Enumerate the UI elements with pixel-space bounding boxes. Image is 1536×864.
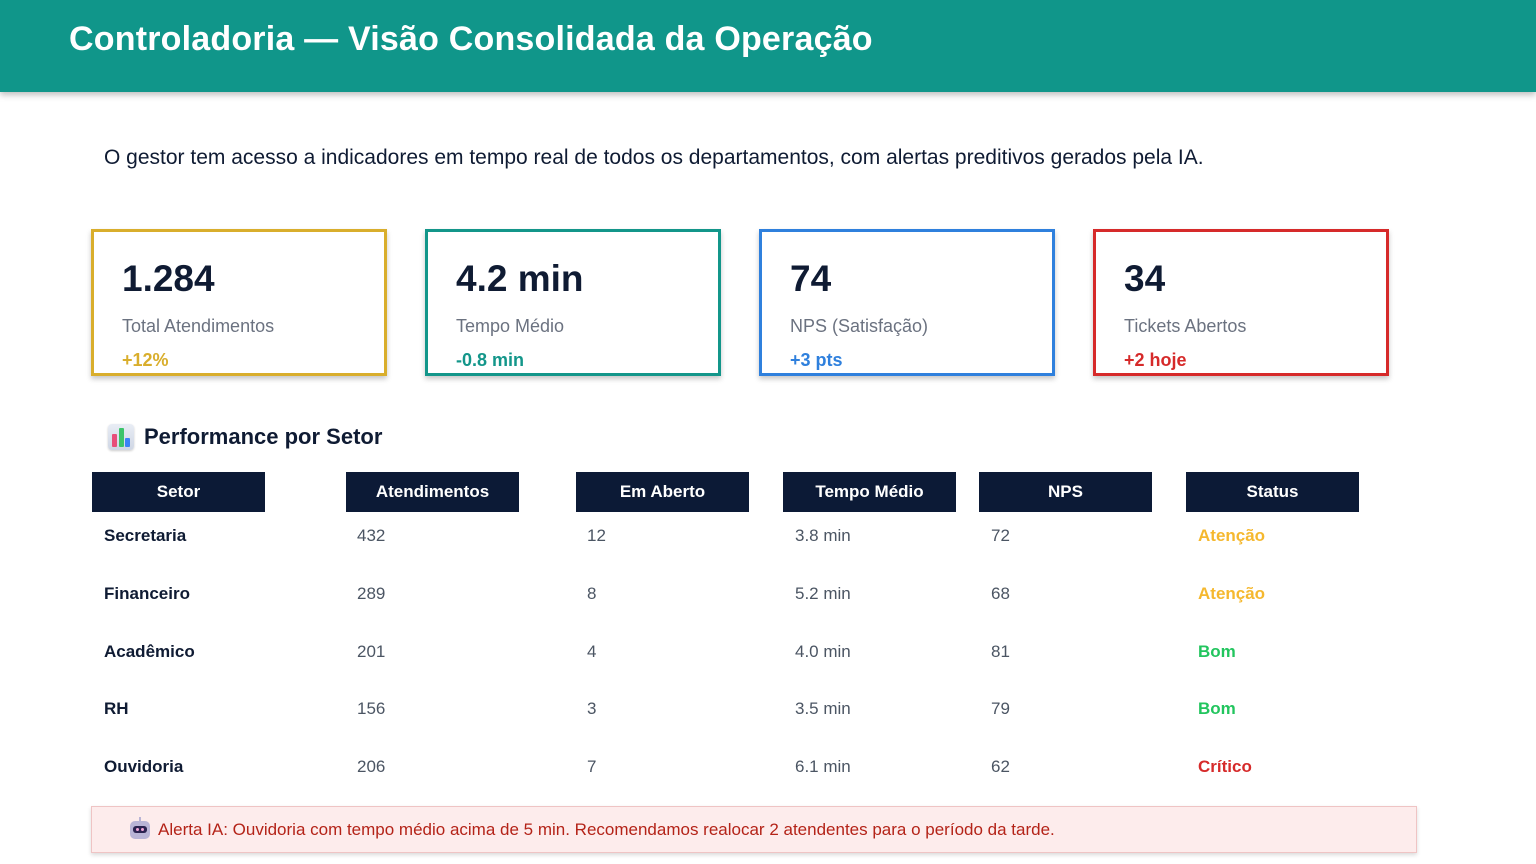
cell-tempo-medio: 3.5 min	[795, 699, 851, 718]
kpi-delta: +2 hoje	[1124, 350, 1187, 370]
cell-tempo-medio: 3.8 min	[795, 526, 851, 545]
kpi-card-total-atendimentos[interactable]: 1.284 Total Atendimentos +12%	[91, 229, 387, 376]
cell-nps: 68	[991, 584, 1010, 603]
cell-setor: RH	[104, 699, 129, 718]
cell-nps: 62	[991, 757, 1010, 776]
page-subtitle: O gestor tem acesso a indicadores em tem…	[104, 146, 1204, 169]
cell-tempo-medio: 5.2 min	[795, 584, 851, 603]
cell-tempo-medio: 4.0 min	[795, 642, 851, 661]
column-header-tempo-medio[interactable]: Tempo Médio	[783, 472, 956, 512]
cell-setor: Acadêmico	[104, 642, 195, 661]
cell-atendimentos: 156	[357, 699, 386, 718]
cell-setor: Financeiro	[104, 584, 190, 603]
kpi-card-tickets-abertos[interactable]: 34 Tickets Abertos +2 hoje	[1093, 229, 1389, 376]
cell-nps: 79	[991, 699, 1010, 718]
column-header-nps[interactable]: NPS	[979, 472, 1152, 512]
ai-alert-banner[interactable]: Alerta IA: Ouvidoria com tempo médio aci…	[91, 806, 1417, 853]
kpi-value: 1.284	[122, 258, 215, 299]
bar-chart-icon	[108, 424, 134, 450]
kpi-delta: +12%	[122, 350, 169, 370]
page-title: Controladoria — Visão Consolidada da Ope…	[69, 20, 873, 58]
section-title-text: Performance por Setor	[144, 424, 383, 449]
cell-em-aberto: 8	[587, 584, 597, 603]
cell-em-aberto: 12	[587, 526, 606, 545]
kpi-value: 34	[1124, 258, 1166, 299]
cell-setor: Secretaria	[104, 526, 187, 545]
kpi-delta: +3 pts	[790, 350, 843, 370]
kpi-value: 74	[790, 258, 832, 299]
cell-atendimentos: 432	[357, 526, 386, 545]
cell-em-aberto: 7	[587, 757, 597, 776]
status-badge: Atenção	[1198, 526, 1266, 545]
kpi-label: NPS (Satisfação)	[790, 316, 929, 336]
kpi-value: 4.2 min	[456, 258, 584, 299]
page-header: Controladoria — Visão Consolidada da Ope…	[0, 0, 1536, 92]
column-header-em-aberto[interactable]: Em Aberto	[576, 472, 749, 512]
column-header-setor[interactable]: Setor	[92, 472, 265, 512]
cell-nps: 72	[991, 526, 1010, 545]
status-badge: Bom	[1198, 699, 1236, 718]
kpi-delta: -0.8 min	[456, 350, 525, 370]
kpi-card-nps[interactable]: 74 NPS (Satisfação) +3 pts	[759, 229, 1055, 376]
cell-atendimentos: 289	[357, 584, 386, 603]
cell-atendimentos: 201	[357, 642, 386, 661]
ai-alert-text: Alerta IA: Ouvidoria com tempo médio aci…	[158, 819, 1055, 839]
kpi-card-tempo-medio[interactable]: 4.2 min Tempo Médio -0.8 min	[425, 229, 721, 376]
cell-nps: 81	[991, 642, 1010, 661]
cell-em-aberto: 3	[587, 699, 597, 718]
column-header-status[interactable]: Status	[1186, 472, 1359, 512]
cell-tempo-medio: 6.1 min	[795, 757, 851, 776]
kpi-label: Tickets Abertos	[1124, 316, 1247, 336]
kpi-label: Tempo Médio	[456, 316, 565, 336]
cell-atendimentos: 206	[357, 757, 386, 776]
cell-em-aberto: 4	[587, 642, 597, 661]
status-badge: Atenção	[1198, 584, 1266, 603]
status-badge: Crítico	[1198, 757, 1252, 776]
status-badge: Bom	[1198, 642, 1236, 661]
cell-setor: Ouvidoria	[104, 757, 184, 776]
kpi-label: Total Atendimentos	[122, 316, 275, 336]
robot-icon	[130, 816, 150, 839]
section-title-performance: Performance por Setor	[108, 422, 382, 452]
column-header-atendimentos[interactable]: Atendimentos	[346, 472, 519, 512]
